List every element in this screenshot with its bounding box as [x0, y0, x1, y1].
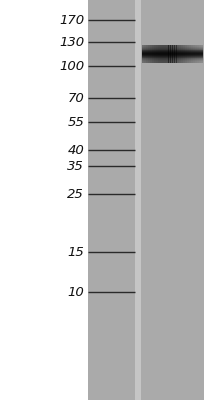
Bar — [142, 60, 203, 61]
Text: 55: 55 — [67, 116, 84, 128]
Bar — [135, 0, 141, 400]
Bar — [142, 48, 203, 49]
Bar — [152, 45, 154, 63]
Bar — [160, 45, 162, 63]
Bar — [185, 45, 187, 63]
Bar — [197, 45, 199, 63]
Bar — [193, 45, 195, 63]
Bar — [174, 45, 177, 63]
Bar — [142, 46, 203, 48]
Bar — [195, 45, 197, 63]
Bar — [146, 45, 148, 63]
Bar — [142, 53, 203, 54]
Bar — [142, 62, 203, 63]
Bar — [164, 45, 166, 63]
Bar — [142, 50, 203, 51]
Bar — [168, 45, 171, 63]
Bar — [142, 55, 203, 56]
Bar — [142, 58, 203, 59]
Bar — [142, 49, 203, 50]
Bar — [142, 45, 203, 46]
Text: 10: 10 — [67, 286, 84, 298]
Bar — [142, 47, 203, 48]
Bar — [142, 50, 203, 51]
Bar — [142, 58, 203, 59]
Bar — [142, 55, 203, 56]
Bar — [172, 45, 175, 63]
Text: 70: 70 — [67, 92, 84, 104]
Text: 130: 130 — [59, 36, 84, 48]
Bar — [142, 59, 203, 60]
Bar — [142, 45, 203, 46]
Bar — [141, 0, 204, 400]
Bar — [142, 57, 203, 58]
Bar — [150, 45, 152, 63]
Bar — [158, 45, 160, 63]
Bar — [142, 53, 203, 54]
Bar — [88, 0, 135, 400]
Bar — [181, 45, 183, 63]
Bar — [142, 61, 203, 62]
Bar — [148, 45, 150, 63]
Text: 40: 40 — [67, 144, 84, 156]
Bar — [142, 46, 203, 47]
Text: 25: 25 — [67, 188, 84, 200]
Bar — [183, 45, 185, 63]
Bar — [166, 45, 169, 63]
Bar — [199, 45, 201, 63]
Text: 35: 35 — [67, 160, 84, 172]
Bar — [142, 59, 203, 60]
Bar — [142, 52, 203, 53]
Bar — [144, 45, 146, 63]
Bar — [170, 45, 173, 63]
Text: 170: 170 — [59, 14, 84, 26]
Bar — [189, 45, 191, 63]
Bar — [142, 54, 203, 55]
Bar — [154, 45, 156, 63]
Text: 15: 15 — [67, 246, 84, 258]
Bar — [142, 45, 144, 63]
Bar — [142, 54, 203, 55]
Bar — [142, 52, 203, 53]
Text: 100: 100 — [59, 60, 84, 72]
Bar — [142, 61, 203, 62]
Bar — [178, 45, 181, 63]
Bar — [142, 57, 203, 58]
Bar — [142, 60, 203, 61]
Bar — [142, 48, 203, 49]
Bar — [142, 56, 203, 57]
Bar — [176, 45, 179, 63]
Bar — [201, 45, 203, 63]
Bar — [187, 45, 189, 63]
Bar — [142, 51, 203, 52]
Bar — [142, 49, 203, 50]
Bar — [191, 45, 193, 63]
Bar — [142, 56, 203, 57]
Bar — [156, 45, 158, 63]
Bar — [162, 45, 164, 63]
